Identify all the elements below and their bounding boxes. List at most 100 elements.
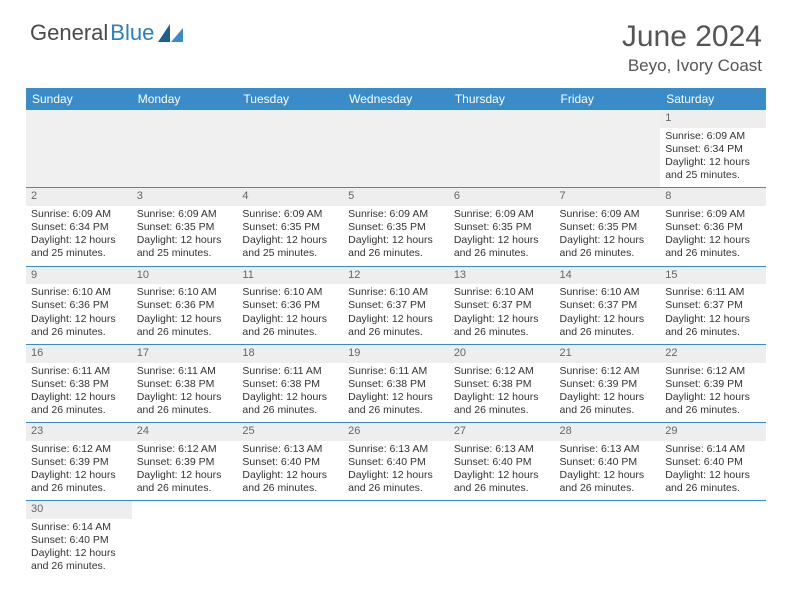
day-cell: 12Sunrise: 6:10 AMSunset: 6:37 PMDayligh… [343, 266, 449, 344]
day-cell: 11Sunrise: 6:10 AMSunset: 6:36 PMDayligh… [237, 266, 343, 344]
day-cell: 28 Sunrise: 6:13 AMSunset: 6:40 PMDayligh… [555, 423, 661, 501]
empty-cell [343, 501, 449, 579]
day-cell: 19 Sunrise: 6:11 AMSunset: 6:38 PMDayligh… [343, 344, 449, 422]
day-number: 27 [449, 423, 555, 441]
day-cell: 18 Sunrise: 6:11 AMSunset: 6:38 PMDayligh… [237, 344, 343, 422]
day-info: Sunrise: 6:11 AMSunset: 6:38 PMDaylight:… [137, 365, 233, 418]
location: Beyo, Ivory Coast [622, 56, 762, 76]
day-number: 15 [660, 267, 766, 285]
empty-cell [132, 501, 238, 579]
day-number: 2 [26, 188, 132, 206]
day-number: 1 [660, 110, 766, 128]
day-number: 7 [555, 188, 661, 206]
calendar-row: 23Sunrise: 6:12 AMSunset: 6:39 PMDayligh… [26, 423, 766, 501]
day-info: Sunrise: 6:13 AMSunset: 6:40 PMDaylight:… [242, 443, 338, 496]
day-info: Sunrise: 6:13 AMSunset: 6:40 PMDaylight:… [348, 443, 444, 496]
empty-cell [660, 501, 766, 579]
weekday-sun: Sunday [26, 88, 132, 110]
day-cell: 27Sunrise: 6:13 AMSunset: 6:40 PMDayligh… [449, 423, 555, 501]
day-info: Sunrise: 6:10 AMSunset: 6:37 PMDaylight:… [454, 286, 550, 339]
day-number: 11 [237, 267, 343, 285]
empty-cell [449, 501, 555, 579]
day-cell: 24Sunrise: 6:12 AMSunset: 6:39 PMDayligh… [132, 423, 238, 501]
day-info: Sunrise: 6:13 AMSunset: 6:40 PMDaylight:… [560, 443, 656, 496]
day-cell: 13Sunrise: 6:10 AMSunset: 6:37 PMDayligh… [449, 266, 555, 344]
calendar-body: 1 Sunrise: 6:09 AMSunset: 6:34 PMDaylight… [26, 110, 766, 579]
day-info: Sunrise: 6:09 AMSunset: 6:36 PMDaylight:… [665, 208, 761, 261]
day-info: Sunrise: 6:11 AMSunset: 6:38 PMDaylight:… [348, 365, 444, 418]
day-number: 21 [555, 345, 661, 363]
day-number: 30 [26, 501, 132, 519]
calendar-table: Sunday Monday Tuesday Wednesday Thursday… [26, 88, 766, 579]
day-cell: 9Sunrise: 6:10 AMSunset: 6:36 PMDaylight… [26, 266, 132, 344]
empty-cell [449, 110, 555, 188]
weekday-thu: Thursday [449, 88, 555, 110]
day-cell: 7Sunrise: 6:09 AMSunset: 6:35 PMDaylight… [555, 188, 661, 266]
empty-cell [132, 110, 238, 188]
day-number: 3 [132, 188, 238, 206]
empty-cell [555, 501, 661, 579]
day-cell: 22 Sunrise: 6:12 AMSunset: 6:39 PMDayligh… [660, 344, 766, 422]
day-info: Sunrise: 6:09 AMSunset: 6:35 PMDaylight:… [242, 208, 338, 261]
day-number: 22 [660, 345, 766, 363]
day-cell: 15Sunrise: 6:11 AMSunset: 6:37 PMDayligh… [660, 266, 766, 344]
day-info: Sunrise: 6:12 AMSunset: 6:39 PMDaylight:… [665, 365, 761, 418]
month-title: June 2024 [622, 20, 762, 54]
day-info: Sunrise: 6:09 AMSunset: 6:35 PMDaylight:… [348, 208, 444, 261]
calendar-row: 30Sunrise: 6:14 AMSunset: 6:40 PMDayligh… [26, 501, 766, 579]
day-cell: 16 Sunrise: 6:11 AMSunset: 6:38 PMDayligh… [26, 344, 132, 422]
day-number: 4 [237, 188, 343, 206]
day-cell: 21 Sunrise: 6:12 AMSunset: 6:39 PMDayligh… [555, 344, 661, 422]
day-info: Sunrise: 6:14 AMSunset: 6:40 PMDaylight:… [665, 443, 761, 496]
empty-cell [237, 501, 343, 579]
day-number: 28 [555, 423, 661, 441]
day-number: 17 [132, 345, 238, 363]
day-info: Sunrise: 6:12 AMSunset: 6:39 PMDaylight:… [560, 365, 656, 418]
day-info: Sunrise: 6:12 AMSunset: 6:38 PMDaylight:… [454, 365, 550, 418]
header: GeneralBlue June 2024 Beyo, Ivory Coast [0, 0, 792, 84]
logo-text-1: General [30, 20, 108, 46]
day-cell: 5 Sunrise: 6:09 AMSunset: 6:35 PMDaylight… [343, 188, 449, 266]
empty-cell [26, 110, 132, 188]
day-number: 12 [343, 267, 449, 285]
day-number: 5 [343, 188, 449, 206]
day-cell: 14Sunrise: 6:10 AMSunset: 6:37 PMDayligh… [555, 266, 661, 344]
day-cell: 10Sunrise: 6:10 AMSunset: 6:36 PMDayligh… [132, 266, 238, 344]
day-number: 8 [660, 188, 766, 206]
calendar-row: 2 Sunrise: 6:09 AMSunset: 6:34 PMDaylight… [26, 188, 766, 266]
day-number: 14 [555, 267, 661, 285]
weekday-fri: Friday [555, 88, 661, 110]
logo: GeneralBlue [30, 20, 184, 46]
day-info: Sunrise: 6:09 AMSunset: 6:34 PMDaylight:… [31, 208, 127, 261]
day-cell: 25 Sunrise: 6:13 AMSunset: 6:40 PMDayligh… [237, 423, 343, 501]
day-cell: 30Sunrise: 6:14 AMSunset: 6:40 PMDayligh… [26, 501, 132, 579]
day-info: Sunrise: 6:10 AMSunset: 6:36 PMDaylight:… [242, 286, 338, 339]
title-block: June 2024 Beyo, Ivory Coast [622, 20, 762, 76]
day-info: Sunrise: 6:09 AMSunset: 6:35 PMDaylight:… [454, 208, 550, 261]
day-info: Sunrise: 6:11 AMSunset: 6:37 PMDaylight:… [665, 286, 761, 339]
day-number: 13 [449, 267, 555, 285]
day-cell: 29Sunrise: 6:14 AMSunset: 6:40 PMDayligh… [660, 423, 766, 501]
day-number: 20 [449, 345, 555, 363]
empty-cell [343, 110, 449, 188]
empty-cell [237, 110, 343, 188]
day-info: Sunrise: 6:11 AMSunset: 6:38 PMDaylight:… [31, 365, 127, 418]
calendar-row: 16 Sunrise: 6:11 AMSunset: 6:38 PMDayligh… [26, 344, 766, 422]
day-number: 23 [26, 423, 132, 441]
day-cell: 20 Sunrise: 6:12 AMSunset: 6:38 PMDayligh… [449, 344, 555, 422]
weekday-sat: Saturday [660, 88, 766, 110]
day-info: Sunrise: 6:11 AMSunset: 6:38 PMDaylight:… [242, 365, 338, 418]
day-cell: 26Sunrise: 6:13 AMSunset: 6:40 PMDayligh… [343, 423, 449, 501]
day-cell: 17 Sunrise: 6:11 AMSunset: 6:38 PMDayligh… [132, 344, 238, 422]
day-number: 18 [237, 345, 343, 363]
day-info: Sunrise: 6:10 AMSunset: 6:36 PMDaylight:… [137, 286, 233, 339]
day-info: Sunrise: 6:09 AMSunset: 6:35 PMDaylight:… [137, 208, 233, 261]
day-number: 9 [26, 267, 132, 285]
day-number: 25 [237, 423, 343, 441]
day-cell: 23Sunrise: 6:12 AMSunset: 6:39 PMDayligh… [26, 423, 132, 501]
day-cell: 4 Sunrise: 6:09 AMSunset: 6:35 PMDaylight… [237, 188, 343, 266]
day-number: 19 [343, 345, 449, 363]
logo-sail-icon [158, 24, 184, 42]
day-number: 16 [26, 345, 132, 363]
day-number: 24 [132, 423, 238, 441]
